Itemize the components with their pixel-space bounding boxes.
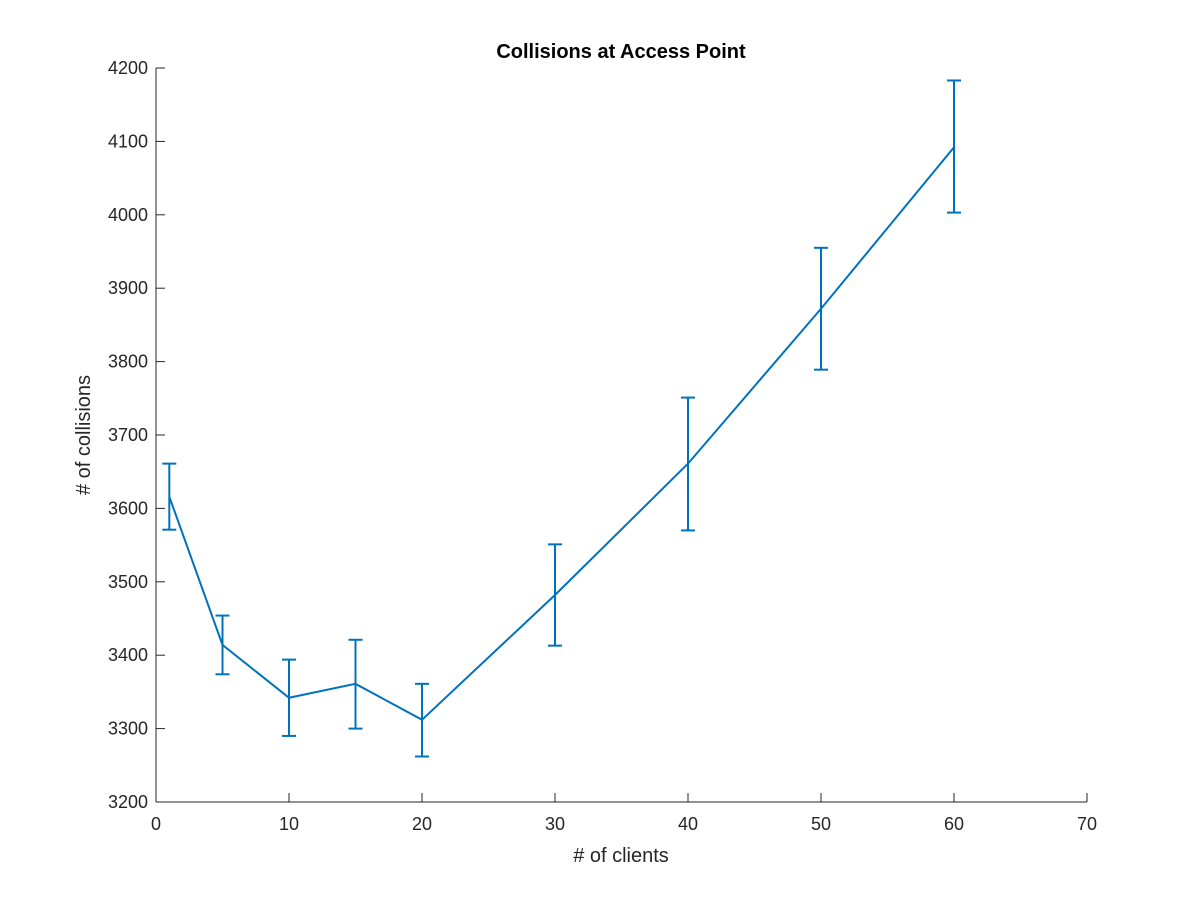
plot-axes xyxy=(156,68,1087,802)
y-tick-label: 4000 xyxy=(108,205,148,225)
x-tick-label: 50 xyxy=(811,814,831,834)
error-bar xyxy=(681,398,695,531)
error-bar xyxy=(216,616,230,675)
error-bar xyxy=(282,660,296,736)
x-tick-label: 10 xyxy=(279,814,299,834)
x-tick-label: 0 xyxy=(151,814,161,834)
error-bar xyxy=(162,464,176,530)
y-tick-label: 4100 xyxy=(108,131,148,151)
y-tick-label: 3500 xyxy=(108,572,148,592)
x-tick-label: 40 xyxy=(678,814,698,834)
y-tick-label: 4200 xyxy=(108,58,148,78)
error-bar xyxy=(814,248,828,370)
error-bar xyxy=(415,684,429,757)
y-tick-label: 3800 xyxy=(108,352,148,372)
x-tick-label: 70 xyxy=(1077,814,1097,834)
y-axis-label: # of collisions xyxy=(73,375,95,495)
x-tick-label: 60 xyxy=(944,814,964,834)
series-line xyxy=(169,147,954,720)
y-tick-label: 3400 xyxy=(108,645,148,665)
x-axis-label: # of clients xyxy=(573,845,669,867)
error-bar xyxy=(947,80,961,212)
y-tick-label: 3200 xyxy=(108,792,148,812)
y-tick-label: 3600 xyxy=(108,498,148,518)
x-axis-ticks: 0 10 20 30 40 50 60 70 xyxy=(151,793,1097,834)
y-tick-label: 3700 xyxy=(108,425,148,445)
x-tick-label: 20 xyxy=(412,814,432,834)
y-tick-label: 3900 xyxy=(108,278,148,298)
x-tick-label: 30 xyxy=(545,814,565,834)
chart-title: Collisions at Access Point xyxy=(496,41,746,63)
series-layer xyxy=(162,80,961,756)
error-bar xyxy=(548,544,562,645)
y-tick-label: 3300 xyxy=(108,719,148,739)
